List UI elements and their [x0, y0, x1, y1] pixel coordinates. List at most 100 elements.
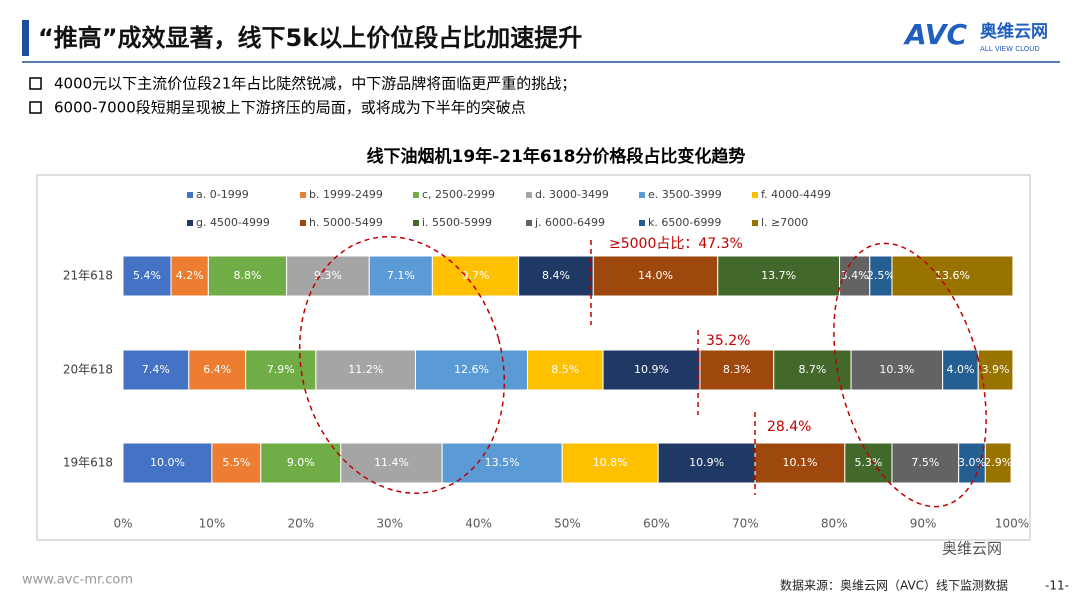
bar-segment [211, 442, 262, 484]
data-label: 8.7% [798, 363, 826, 376]
legend-label: b. 1999-2499 [309, 188, 383, 201]
legend-label: e. 3500-3999 [648, 188, 722, 201]
data-label: 2.5% [867, 269, 895, 282]
data-label: 5.4% [133, 269, 161, 282]
bar-segment [984, 442, 1012, 484]
x-tick-label: 20% [287, 517, 314, 531]
x-tick-label: 30% [376, 517, 403, 531]
data-label: 10.1% [782, 456, 817, 469]
annotation: 28.4% [767, 419, 811, 435]
data-label: 11.4% [374, 456, 409, 469]
x-tick-label: 70% [732, 517, 759, 531]
legend-label: i. 5500-5999 [422, 216, 492, 229]
data-label: 8.4% [542, 269, 570, 282]
data-label: 4.2% [176, 269, 204, 282]
bar-segment [699, 349, 775, 391]
bar-segment [518, 255, 594, 297]
data-label: 8.8% [233, 269, 261, 282]
bar-segment [340, 442, 443, 484]
bullet-box [29, 77, 42, 90]
bar-segment [717, 255, 841, 297]
legend-swatch [526, 192, 532, 198]
bar-segment [592, 255, 719, 297]
legend-swatch [187, 220, 193, 226]
data-label: 10.9% [689, 456, 724, 469]
annotation: 35.2% [706, 333, 750, 349]
data-label: 10.0% [150, 456, 185, 469]
chart-frame [36, 174, 1031, 541]
bar-segment [122, 349, 190, 391]
bar-segment [850, 349, 944, 391]
x-tick-label: 100% [995, 517, 1029, 531]
slide-title: “推高”成效显著，线下5k以上价位段占比加速提升 [38, 24, 582, 52]
x-tick-label: 40% [465, 517, 492, 531]
bar-segment [891, 442, 960, 484]
legend-swatch [300, 192, 306, 198]
logo-en: ALL VIEW CLOUD [980, 45, 1040, 53]
bar-segment [315, 349, 416, 391]
data-label: 8.3% [723, 363, 751, 376]
bar-segment [260, 442, 342, 484]
data-label: 6.4% [203, 363, 231, 376]
data-label: 10.9% [634, 363, 669, 376]
bar-segment [170, 255, 209, 297]
data-label: 7.5% [911, 456, 939, 469]
legend-swatch [300, 220, 306, 226]
bar-segment [942, 349, 979, 391]
y-tick-label: 19年618 [63, 456, 113, 470]
wechat: 奥维云网 [942, 540, 1002, 558]
legend-label: c, 2500-2999 [422, 188, 495, 201]
data-label: 7.9% [267, 363, 295, 376]
bar-segment [561, 442, 659, 484]
y-tick-label: 21年618 [63, 269, 113, 283]
data-label: 13.5% [485, 456, 520, 469]
bar-segment [602, 349, 701, 391]
legend-label: l. ≥7000 [761, 216, 808, 229]
legend-swatch [413, 220, 419, 226]
data-label: 10.8% [593, 456, 628, 469]
page-number: -11- [1045, 579, 1069, 593]
data-label: 5.3% [854, 456, 882, 469]
data-label: 4.0% [946, 363, 974, 376]
x-tick-label: 10% [199, 517, 226, 531]
data-label: 8.5% [551, 363, 579, 376]
data-label: 3.9% [982, 363, 1010, 376]
annotation: ≥5000占比：47.3% [609, 236, 743, 252]
bar-segment [754, 442, 846, 484]
legend-label: h. 5000-5499 [309, 216, 383, 229]
data-label: 14.0% [638, 269, 673, 282]
legend-swatch [413, 192, 419, 198]
chart-title: 线下油烟机19年-21年618分价格段占比变化趋势 [367, 146, 746, 167]
legend-label: a. 0-1999 [196, 188, 249, 201]
data-label: 12.6% [454, 363, 489, 376]
bar-segment [526, 349, 604, 391]
data-label: 7.1% [387, 269, 415, 282]
data-label: 7.4% [142, 363, 170, 376]
data-label: 13.7% [761, 269, 796, 282]
x-tick-label: 50% [554, 517, 581, 531]
logo: AVC [903, 18, 967, 51]
x-tick-label: 60% [643, 517, 670, 531]
legend-swatch [752, 192, 758, 198]
bullet: 4000元以下主流价位段21年占比陡然锐减，中下游品牌将面临更严重的挑战； [54, 75, 576, 93]
bar-segment [122, 442, 213, 484]
legend-label: j. 6000-6499 [534, 216, 605, 229]
title-accent [22, 20, 29, 56]
source: 数据来源：奥维云网（AVC）线下监测数据 [780, 578, 1008, 593]
legend-label: d. 3000-3499 [535, 188, 609, 201]
data-label: 9.0% [287, 456, 315, 469]
x-tick-label: 90% [910, 517, 937, 531]
x-tick-label: 80% [821, 517, 848, 531]
legend-swatch [526, 220, 532, 226]
data-label: 5.5% [222, 456, 250, 469]
bar-segment [891, 255, 1014, 297]
x-tick-label: 0% [113, 517, 132, 531]
bar-segment [414, 349, 528, 391]
highlights [298, 236, 987, 508]
data-label: 9.3% [314, 269, 342, 282]
legend-label: k. 6500-6999 [648, 216, 721, 229]
data-label: 11.2% [348, 363, 383, 376]
data-label: 10.3% [879, 363, 914, 376]
data-label: 13.6% [935, 269, 970, 282]
